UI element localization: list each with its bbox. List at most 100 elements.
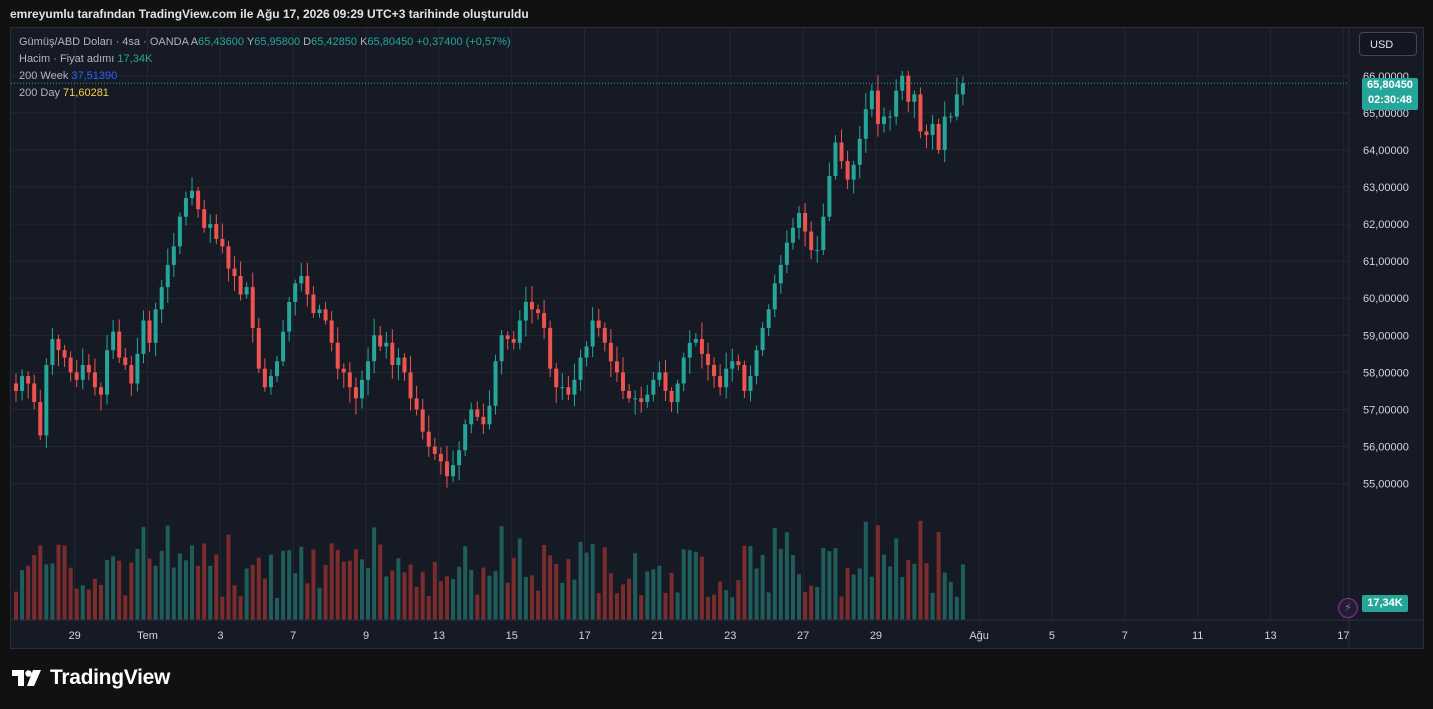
volume-bar [177,553,182,620]
volume-bar [372,527,377,620]
candle-body [924,131,929,136]
candle-body [372,335,377,362]
candle-body [32,383,37,403]
volume-bar [311,549,316,620]
ma-week-value: 37,51390 [71,70,118,82]
candle-body [414,398,419,410]
candle-body [560,387,565,389]
candle-body [347,372,352,388]
candle-body [754,350,759,377]
volume-bar [293,573,298,620]
grid-lines [11,28,1349,620]
volume-bar [948,581,953,620]
volume-bar [420,571,425,620]
volume-bar [493,571,498,620]
volume-bar [451,579,456,620]
volume-bar [183,560,188,620]
candle-body [815,250,820,252]
candle-body [250,287,255,328]
volume-bar [681,549,686,620]
volume-bar [621,584,625,620]
volume-bar [123,595,128,620]
candle-body [857,138,862,165]
candle-body [869,90,874,110]
candle-body [481,416,486,425]
candle-body [766,309,771,328]
symbol-name[interactable]: Gümüş/ABD Doları · 4sa · OANDA [19,36,189,48]
volume-bar [566,559,571,620]
volume-bar [250,564,255,620]
candle-body [669,390,674,403]
candle-body [159,287,164,310]
time-tick-label: Ağu [969,630,989,642]
candle-body [948,116,953,118]
footer-brand[interactable]: TradingView [12,666,170,690]
candle-body [117,331,122,358]
volume-bar [863,521,868,620]
brand-name: TradingView [50,666,171,689]
volume-bar [663,592,668,620]
currency-button[interactable]: USD [1359,32,1417,56]
chart-panel[interactable]: 55,00000 56,00000 57,00000 58,00000 59,00000… [10,27,1424,649]
time-tick-label: 27 [797,630,809,642]
candle-body [542,313,547,328]
candle-body [214,224,219,239]
candle-body [712,364,717,377]
candle-body [135,353,140,384]
time-tick-label: 5 [1049,630,1055,642]
candle-body [341,368,346,373]
candle-body [190,190,195,199]
volume-row[interactable]: Hacim · Fiyat adımı 17,34K [19,51,511,68]
candle-body [572,379,577,395]
candle-body [511,339,516,343]
candlestick-chart[interactable]: 55,00000 56,00000 57,00000 58,00000 59,00000… [11,28,1423,648]
candle-body [14,383,18,391]
volume-bar [214,554,219,620]
low-value: 65,42850 [311,36,358,48]
volume-bar [511,557,516,620]
ma-day-row[interactable]: 200 Day 71,60281 [19,85,511,102]
candle-body [621,372,625,391]
volume-bar [135,548,140,620]
candle-body [882,116,887,124]
volume-bar [74,588,79,620]
volume-bar [790,555,795,620]
candle-body [888,116,893,118]
volume-bar [196,565,201,620]
candle-body [268,376,273,388]
volume-bar [560,582,565,620]
candle-body [833,142,838,176]
candle-body [554,368,559,388]
volume-bar [809,585,814,620]
volume-bar [469,569,474,620]
candle-body [657,372,662,380]
candle-body [548,327,553,369]
price-axis[interactable]: 55,00000 56,00000 57,00000 58,00000 59,00000… [1348,28,1409,648]
candle-body [529,301,534,310]
candle-body [590,320,595,347]
lightning-icon[interactable]: ⚡ [1338,598,1358,618]
candle-body [256,327,261,369]
candle-body [505,335,510,340]
candle-body [287,301,292,332]
volume-bar [754,568,759,620]
ma-week-row[interactable]: 200 Week 37,51390 [19,68,511,85]
candle-body [408,372,413,399]
volume-bar [590,544,595,620]
candle-body [651,379,656,395]
volume-bar [851,574,856,620]
volume-bar [26,565,31,620]
close-value: 65,80450 [367,36,414,48]
time-tick-label: 7 [1122,630,1128,642]
candle-body [639,398,644,403]
volume-bar [882,554,887,620]
candle-body [111,331,116,351]
volume-bar [572,579,577,620]
time-axis[interactable]: 29 Tem 3 7 9 13 15 17 21 23 27 29 Ağu 5 7 11 13 17 [11,619,1423,642]
volume-bar [888,566,893,620]
candle-body [147,320,152,343]
candle-body [153,309,158,343]
volume-bar [529,575,534,620]
candle-body [614,361,619,373]
volume-bar [645,571,650,620]
